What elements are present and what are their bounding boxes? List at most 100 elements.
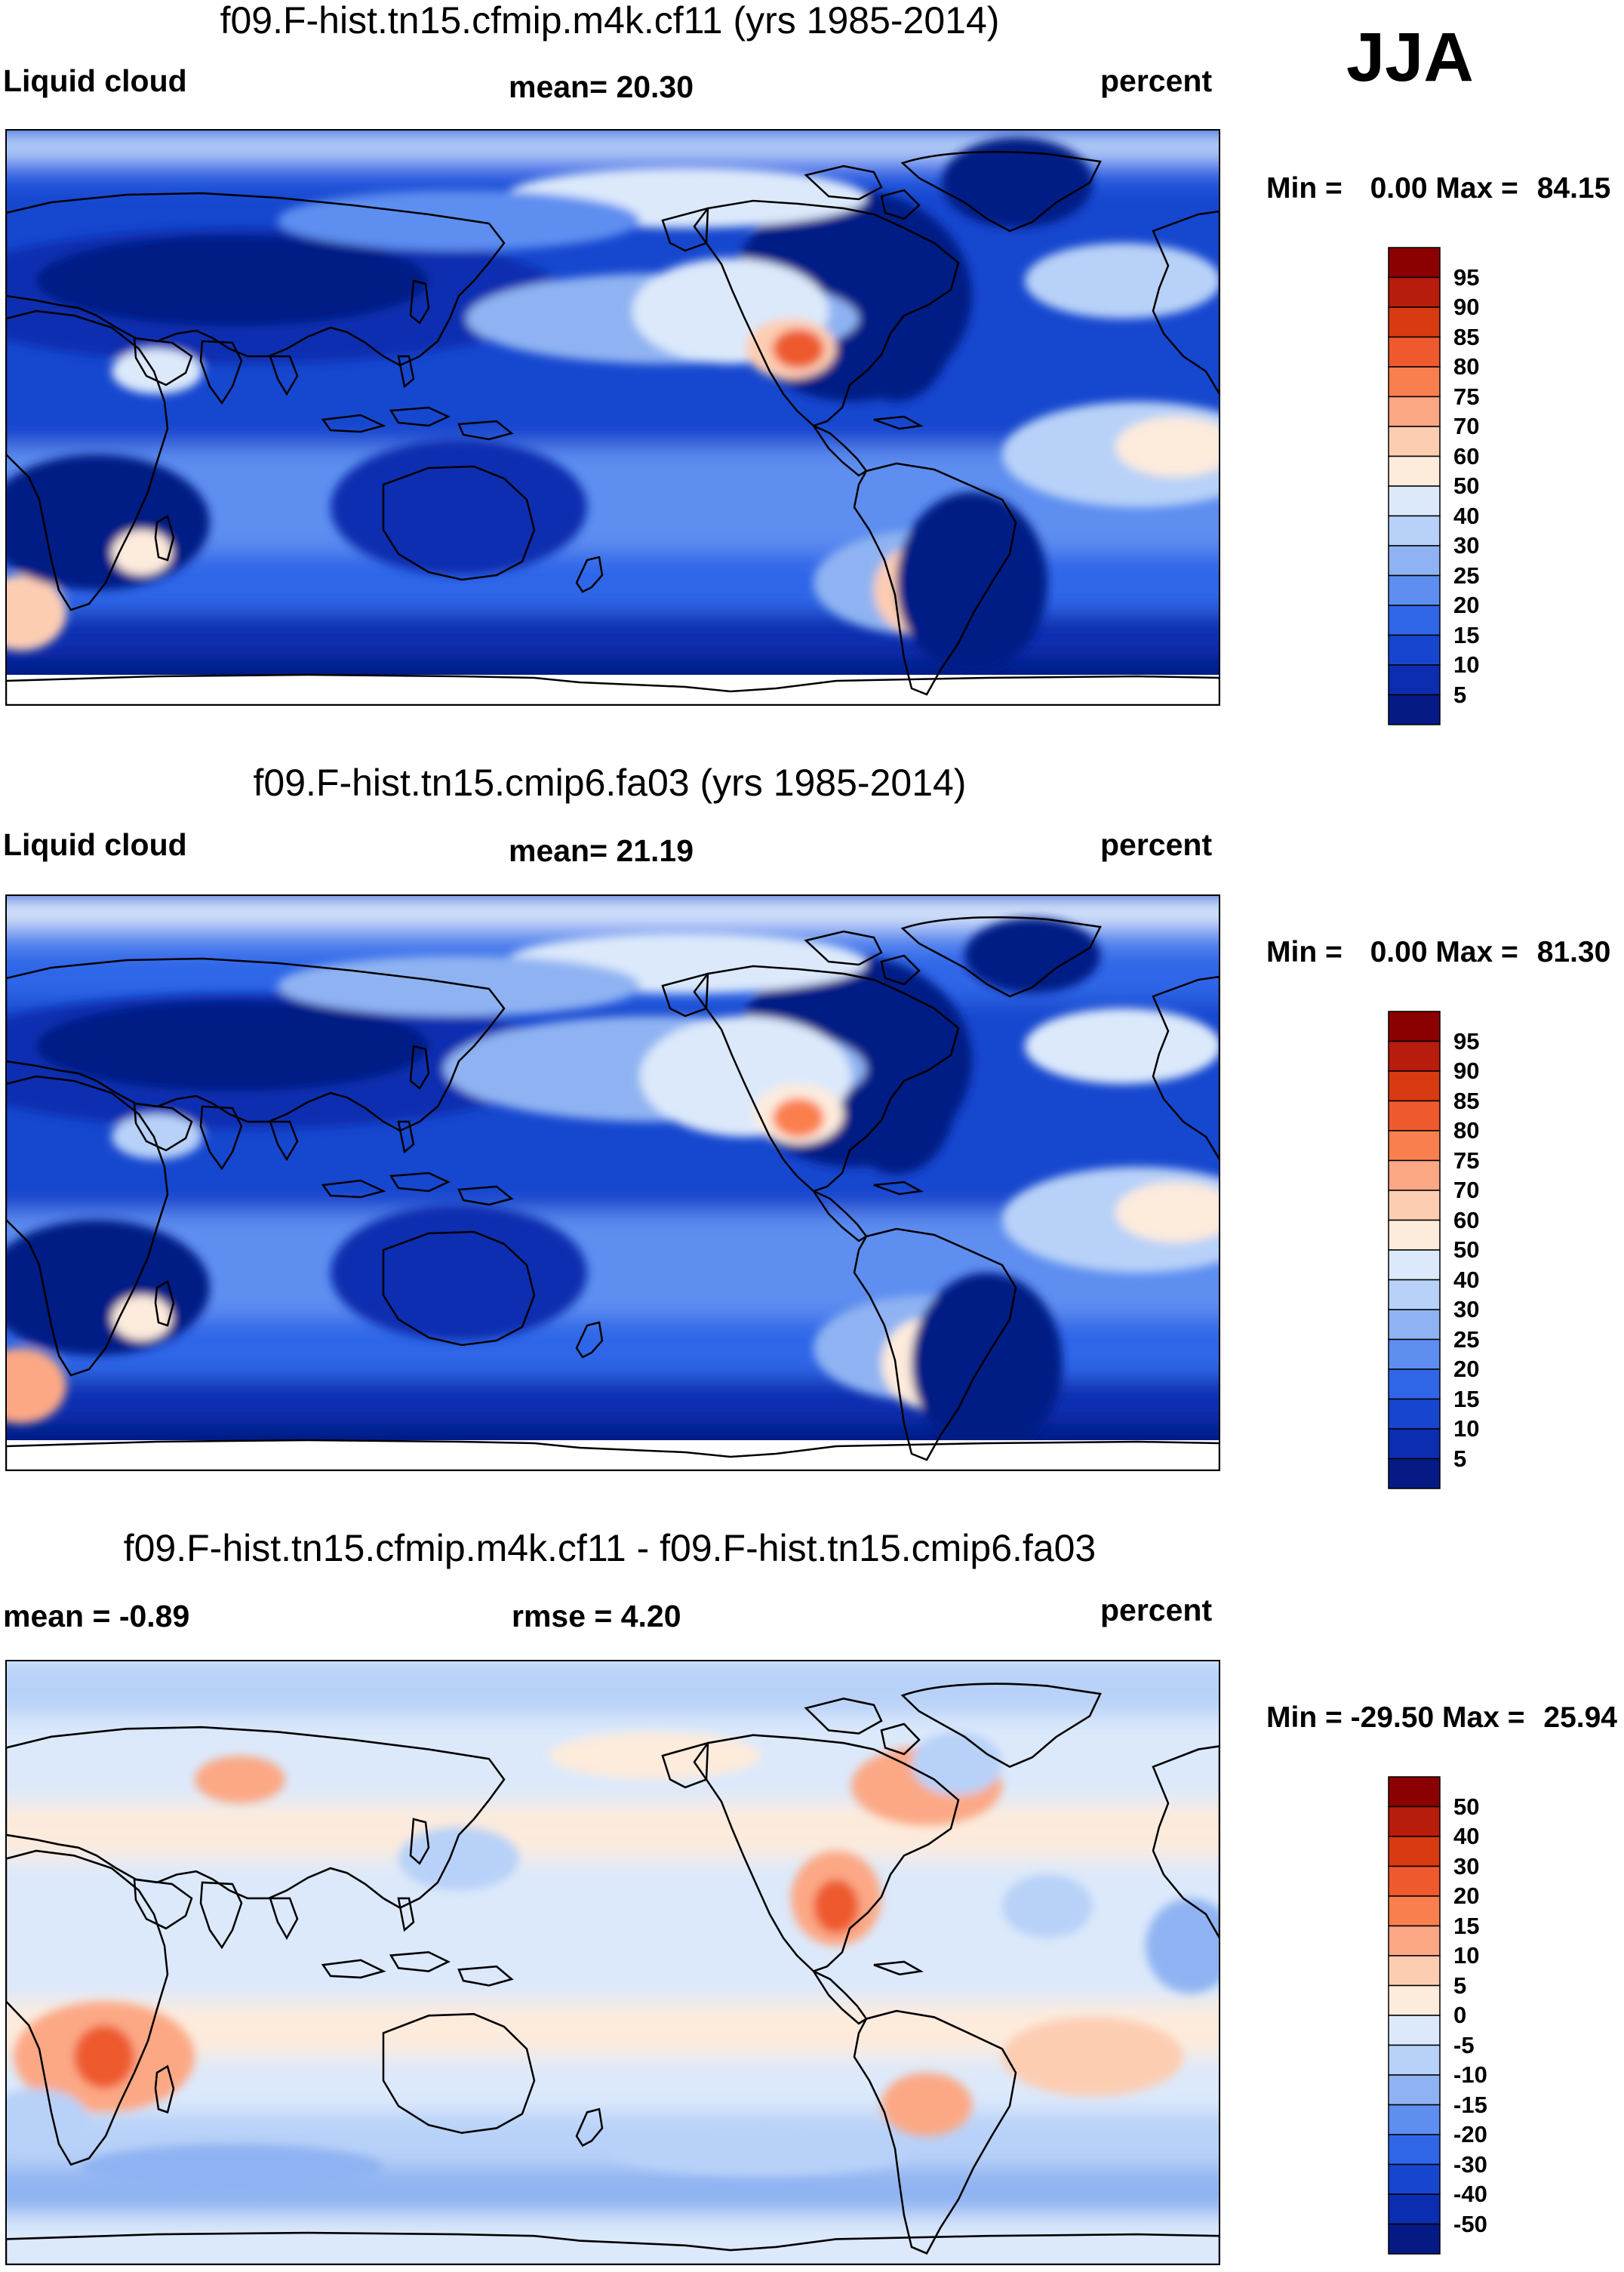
panel1-colorbar-box-12 (1388, 605, 1441, 636)
panel3-colorbar-box-9 (1388, 2044, 1441, 2076)
panel3-max-value: 25.94 (1543, 1701, 1617, 1734)
panel2-colorbar-tick: 60 (1453, 1206, 1480, 1233)
panel3-colorbar-box-4 (1388, 1895, 1441, 1927)
panel3-feature-13 (82, 2144, 383, 2192)
panel3-colorbar-box-11 (1388, 2104, 1441, 2135)
panel1-map (5, 129, 1220, 706)
panel2-colorbar-box-14 (1388, 1428, 1441, 1460)
panel1-colorbar-tick: 40 (1453, 502, 1480, 529)
panel2-colorbar-tick: 30 (1453, 1296, 1480, 1322)
panel2-feature-1 (36, 1001, 429, 1091)
panel3-colorbar-tick: -40 (1453, 2181, 1487, 2207)
panel1-field-features (6, 137, 1220, 673)
panel2-feature-11 (6, 1348, 66, 1424)
panel3-band-9 (6, 2215, 1220, 2264)
panel3-colorbar-box-3 (1388, 1865, 1441, 1897)
panel3-frame (5, 1660, 1220, 2265)
panel3-colorbar-box-14 (1388, 2193, 1441, 2225)
panel1-title: f09.F-hist.tn15.cfmip.m4k.cf11 (yrs 1985… (220, 0, 1000, 42)
panel1-colorbar-box-13 (1388, 634, 1441, 666)
panel2-feature-13 (1115, 1182, 1220, 1242)
panel2-min-label: Min = (1266, 936, 1343, 968)
panel3-colorbar-tick: 0 (1453, 2002, 1467, 2028)
panel3-title: f09.F-hist.tn15.cfmip.m4k.cf11 - f09.F-h… (123, 1527, 1097, 1569)
panel3-colorbar-box-1 (1388, 1806, 1441, 1837)
panel1-colorbar-tick: 85 (1453, 323, 1480, 350)
panel3-field-features (6, 1732, 1220, 2192)
panel1-frame (5, 129, 1220, 706)
panel3-colorbar-tick: -30 (1453, 2150, 1487, 2178)
panel3-colorbar-box-10 (1388, 2074, 1441, 2106)
panel1-colorbar-tick: 15 (1453, 621, 1480, 648)
panel1-feature-11 (6, 575, 66, 651)
panel3-colorbar-box-13 (1388, 2163, 1441, 2195)
panel3-feature-10 (912, 1732, 1002, 1796)
panel3-band-0 (6, 1661, 1220, 1716)
panel2-colorbar-box-6 (1388, 1190, 1441, 1221)
panel1-colorbar-tick: 95 (1453, 263, 1480, 291)
panel1-feature-21 (112, 349, 202, 394)
panel3-feature-9 (1002, 1874, 1093, 1938)
panel2-colorbar-box-7 (1388, 1219, 1441, 1251)
panel1-feature-16 (897, 492, 1047, 673)
panel1-feature-1 (36, 236, 429, 326)
panel2-minmax: Min = 0.00 Max = 81.30 (1266, 936, 1610, 969)
panel1-max-value: 84.15 (1536, 172, 1611, 205)
panel3-feature-8 (1002, 2017, 1183, 2097)
panel3-colorbar-box-12 (1388, 2134, 1441, 2166)
panel3-colorbar-box-7 (1388, 1984, 1441, 2016)
panel1-feature-18 (1025, 243, 1220, 319)
panel2-feature-15 (331, 1205, 587, 1341)
panel3-colorbar-tick: -20 (1453, 2121, 1487, 2147)
panel3-colorbar-box-15 (1388, 2223, 1441, 2255)
panel2-colorbar-tick: 15 (1453, 1385, 1480, 1412)
panel3-colorbar-tick: 15 (1453, 1912, 1480, 1939)
panel1-min-label: Min = (1266, 172, 1343, 205)
panel1-colorbar-box-1 (1388, 276, 1441, 308)
panel2-max-value: 81.30 (1536, 936, 1611, 968)
panel1-left-label: Liquid cloud (3, 63, 187, 98)
panel1-colorbar-box-5 (1388, 396, 1441, 427)
panel2-colorbar-tick: 85 (1453, 1087, 1480, 1114)
panel3-min-value: -29.50 (1350, 1701, 1435, 1734)
panel3-feature-5 (195, 1755, 285, 1803)
panel2-field-features (6, 918, 1220, 1454)
panel1-colorbar-tick: 20 (1453, 592, 1480, 618)
panel1-feature-13 (1115, 417, 1220, 477)
season-label: JJA (1346, 19, 1474, 96)
panel2-center-label: mean= 21.19 (509, 833, 694, 868)
panel1-colorbar-box-0 (1388, 247, 1441, 279)
panel1-colorbar-box-10 (1388, 545, 1441, 577)
panel3-colorbar-tick: -5 (1453, 2031, 1475, 2058)
panel2-colorbar (1388, 1011, 1441, 1489)
panel2-feature-22 (112, 1295, 172, 1341)
panel2-colorbar-box-1 (1388, 1040, 1441, 1072)
panel2-colorbar-box-9 (1388, 1279, 1441, 1310)
panel1-min-value: 0.00 (1370, 172, 1428, 205)
panel2-missing-strip (6, 1440, 1220, 1470)
panel2-colorbar-box-8 (1388, 1249, 1441, 1281)
panel2-latitude-bands (6, 895, 1220, 1470)
panel1-colorbar-box-11 (1388, 574, 1441, 606)
panel3-colorbar-tick: 5 (1453, 1972, 1467, 1999)
panel3-map (5, 1660, 1220, 2265)
panel2-min-value: 0.00 (1370, 936, 1428, 968)
panel1-feature-3 (836, 220, 957, 402)
panel1-right-label: percent (1100, 63, 1213, 98)
panel1-colorbar-tick: 75 (1453, 383, 1480, 410)
panel2-feature-20 (964, 918, 1100, 993)
panel2-feature-21 (112, 1114, 202, 1159)
panel1-colorbar-tick: 90 (1453, 294, 1480, 320)
panel2-colorbar-tick: 70 (1453, 1177, 1480, 1203)
panel1-feature-22 (112, 530, 172, 575)
panel2-colorbar-box-10 (1388, 1309, 1441, 1341)
panel3-colorbar-box-8 (1388, 2015, 1441, 2046)
panel1-colorbar-box-7 (1388, 455, 1441, 487)
panel3-colorbar-box-5 (1388, 1925, 1441, 1956)
panel1-colorbar-tick: 10 (1453, 651, 1480, 678)
panel1-colorbar-tick: 25 (1453, 562, 1480, 589)
panel3-colorbar-tick: -15 (1453, 2091, 1487, 2118)
panel2-feature-16 (912, 1273, 1063, 1454)
panel2-colorbar-box-3 (1388, 1100, 1441, 1131)
